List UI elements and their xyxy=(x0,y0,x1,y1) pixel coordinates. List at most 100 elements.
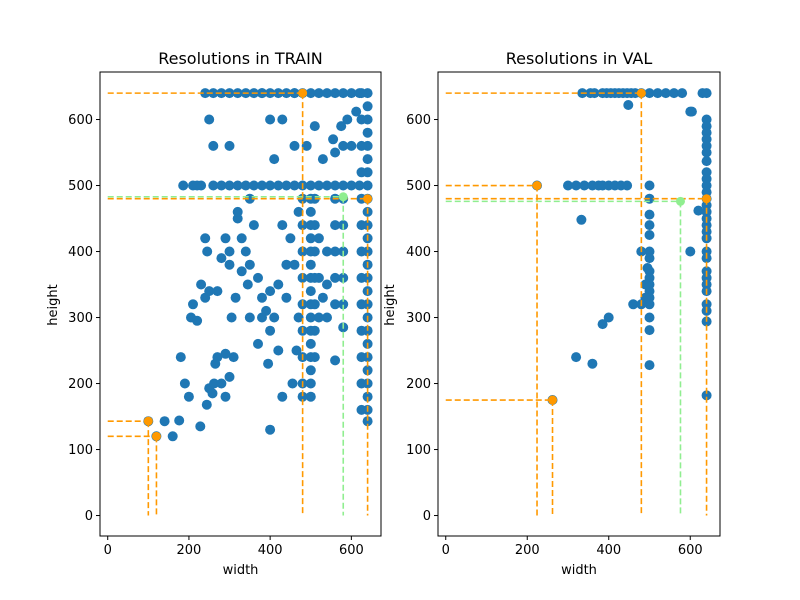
train-data-point xyxy=(330,180,341,191)
val-data-point xyxy=(571,352,582,363)
train-data-point xyxy=(342,114,353,125)
val-guide-marker xyxy=(532,181,542,191)
train-data-point xyxy=(305,365,316,376)
train-data-point xyxy=(204,114,215,125)
train-data-point xyxy=(244,312,255,323)
train-data-point xyxy=(346,180,357,191)
train-data-point xyxy=(285,233,296,244)
train-data-point xyxy=(356,404,367,415)
val-plot-area: 0 200 400 600 0 100 200 300 400 500 600 xyxy=(406,71,721,558)
train-data-point xyxy=(305,259,316,270)
train-data-point xyxy=(224,140,235,151)
train-data-point xyxy=(230,292,241,303)
train-data-point xyxy=(257,292,267,303)
train-data-point xyxy=(317,292,328,303)
val-y-tick-label: 200 xyxy=(406,377,431,392)
val-data-point xyxy=(622,180,633,191)
val-guide-marker xyxy=(636,88,646,98)
train-data-point xyxy=(200,233,211,244)
train-data-point xyxy=(362,154,373,165)
train-data-point xyxy=(356,114,367,125)
val-data-point xyxy=(644,312,655,323)
train-data-point xyxy=(178,180,189,191)
val-data-point xyxy=(579,180,590,191)
train-data-point xyxy=(362,127,373,138)
train-data-point xyxy=(253,338,263,349)
train-data-point xyxy=(330,355,341,366)
train-y-tick-label: 500 xyxy=(68,179,93,194)
train-guide-marker xyxy=(338,192,348,202)
train-data-point xyxy=(232,206,243,217)
train-data-point xyxy=(330,88,341,99)
train-data-point xyxy=(328,134,339,145)
train-data-point xyxy=(204,286,215,297)
train-data-point xyxy=(346,88,357,99)
train-x-tick-label: 400 xyxy=(258,543,283,558)
train-data-point xyxy=(322,312,332,323)
train-data-point xyxy=(208,88,219,99)
train-data-point xyxy=(330,147,341,158)
train-data-point xyxy=(242,279,253,290)
train-y-axis-label: height xyxy=(46,284,61,325)
train-guide-marker xyxy=(143,416,153,426)
train-data-point xyxy=(305,338,316,349)
train-data-point xyxy=(289,259,300,270)
train-data-point xyxy=(224,259,235,270)
val-data-point xyxy=(576,214,587,225)
train-data-point xyxy=(313,88,324,99)
val-data-point xyxy=(644,230,655,240)
train-data-point xyxy=(277,391,288,402)
val-data-point xyxy=(597,319,608,330)
train-data-point xyxy=(338,140,349,151)
train-data-point xyxy=(236,233,247,244)
val-y-tick-label: 0 xyxy=(423,509,431,524)
train-data-point xyxy=(330,272,341,283)
train-data-point xyxy=(269,154,280,165)
train-data-point xyxy=(338,299,349,310)
val-data-point xyxy=(686,106,697,117)
train-data-point xyxy=(305,233,316,244)
train-data-point xyxy=(220,348,231,359)
train-data-point xyxy=(305,391,316,402)
val-data-point xyxy=(701,88,712,99)
train-data-point xyxy=(313,180,324,191)
train-data-point xyxy=(174,415,185,426)
train-data-point xyxy=(273,180,284,191)
train-data-point xyxy=(309,246,320,257)
train-data-point xyxy=(305,88,316,99)
val-data-point xyxy=(701,156,712,167)
train-data-point xyxy=(356,378,367,389)
val-x-tick-label: 0 xyxy=(442,543,450,558)
val-data-point xyxy=(652,88,663,99)
val-data-point xyxy=(623,100,634,110)
train-data-point xyxy=(265,325,276,336)
val-data-point xyxy=(563,180,573,191)
train-data-point xyxy=(305,312,316,323)
val-data-point xyxy=(640,279,651,290)
val-y-axis-label: height xyxy=(383,284,398,325)
train-data-point xyxy=(356,88,367,99)
val-data-point xyxy=(644,220,655,231)
train-data-point xyxy=(183,391,194,402)
train-data-point xyxy=(232,180,243,191)
train-data-point xyxy=(253,272,263,283)
train-data-point xyxy=(261,305,272,316)
train-data-point xyxy=(281,292,292,303)
train-data-point xyxy=(356,167,367,178)
train-data-point xyxy=(356,352,367,363)
train-data-point xyxy=(159,416,170,427)
train-data-point xyxy=(313,272,324,283)
val-y-tick-label: 500 xyxy=(406,179,431,194)
val-data-point xyxy=(603,312,614,323)
train-data-point xyxy=(317,154,328,165)
train-data-point xyxy=(224,180,235,191)
val-data-point xyxy=(693,205,704,216)
train-x-tick-label: 200 xyxy=(177,543,202,558)
train-data-point xyxy=(309,299,320,310)
train-data-point xyxy=(362,391,373,402)
val-y-tick-label: 600 xyxy=(406,113,431,128)
train-data-point xyxy=(277,220,288,231)
train-data-point xyxy=(257,180,267,191)
train-data-point xyxy=(297,391,308,402)
